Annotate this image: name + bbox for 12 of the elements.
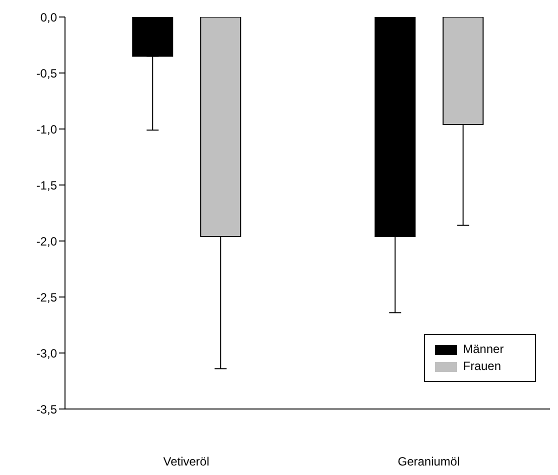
y-tick-label: -0,5 <box>36 66 58 80</box>
y-tick-label: 0,0 <box>40 10 58 24</box>
y-tick-label: -1,5 <box>36 178 58 192</box>
y-tick-label: -2,5 <box>36 290 58 304</box>
legend-label: Männer <box>463 341 504 358</box>
y-tick-label: -1,0 <box>36 122 58 136</box>
y-tick-label: -3,0 <box>36 346 58 360</box>
x-tick-label: Geraniumöl <box>398 454 460 469</box>
x-tick-label: Vetiveröl <box>163 454 210 469</box>
legend-label: Frauen <box>463 358 502 375</box>
y-tick-label: -3,5 <box>36 402 58 416</box>
y-tick-label: -2,0 <box>36 234 58 248</box>
